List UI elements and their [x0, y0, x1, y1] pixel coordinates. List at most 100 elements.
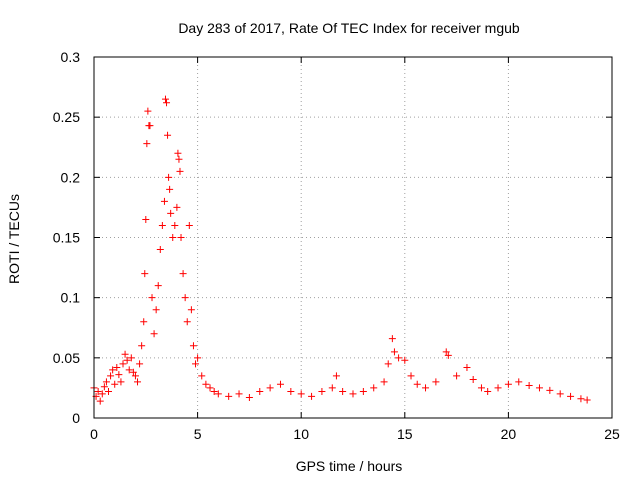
data-point	[390, 348, 398, 356]
data-point	[152, 306, 160, 314]
y-tick-label: 0.2	[61, 169, 81, 185]
data-point	[504, 380, 512, 388]
data-point	[142, 215, 150, 223]
data-point	[339, 388, 347, 396]
data-point	[494, 384, 502, 392]
data-point	[143, 140, 151, 148]
x-tick-label: 15	[397, 426, 413, 442]
data-point	[463, 363, 471, 371]
data-point	[515, 378, 523, 386]
data-point	[148, 294, 156, 302]
data-point	[115, 371, 123, 379]
data-point	[183, 318, 191, 326]
data-point	[102, 378, 110, 386]
data-point	[583, 396, 591, 404]
y-tick-label: 0.3	[61, 49, 81, 65]
data-point	[422, 384, 430, 392]
data-point	[169, 234, 177, 241]
chart-title: Day 283 of 2017, Rate Of TEC Index for r…	[178, 20, 520, 36]
data-point	[129, 368, 137, 376]
plot-frame	[93, 56, 613, 419]
data-point	[332, 372, 340, 380]
data-point	[177, 234, 185, 241]
data-point	[206, 384, 214, 392]
data-point	[413, 380, 421, 388]
data-point	[131, 372, 139, 380]
data-point	[407, 372, 415, 380]
data-point	[359, 388, 367, 396]
data-point	[109, 366, 117, 374]
data-point	[161, 95, 169, 103]
data-point	[163, 99, 171, 107]
data-point	[174, 149, 182, 157]
x-tick-label: 25	[604, 426, 620, 442]
x-tick-label: 5	[194, 426, 202, 442]
data-point	[210, 388, 218, 396]
data-point	[141, 270, 149, 278]
data-point	[318, 388, 326, 396]
data-point	[166, 185, 174, 193]
x-tick-label: 20	[501, 426, 517, 442]
data-point	[395, 354, 403, 362]
data-point	[453, 372, 461, 380]
data-point	[121, 350, 129, 358]
data-point	[535, 384, 543, 392]
data-point	[276, 380, 284, 388]
data-point	[140, 318, 148, 326]
data-point	[111, 380, 119, 388]
data-point	[113, 363, 121, 371]
data-point	[107, 372, 115, 380]
data-point	[164, 131, 172, 139]
x-tick-label: 0	[90, 426, 98, 442]
data-point	[245, 394, 253, 402]
y-tick-label: 0.25	[53, 109, 80, 125]
data-point	[370, 384, 378, 392]
data-point	[136, 360, 144, 368]
x-tick-label: 10	[293, 426, 309, 442]
data-point	[160, 197, 168, 205]
data-point	[349, 390, 357, 398]
y-tick-label: 0.15	[53, 230, 80, 246]
data-point	[138, 342, 146, 350]
data-point	[100, 383, 108, 391]
data-point	[328, 384, 336, 392]
data-point	[577, 395, 585, 403]
data-point	[154, 282, 162, 290]
tick-labels: 0 5 10 15 20 25 0 0.05 0.1 0.15 0.2 0.25 0.3	[53, 49, 620, 442]
data-point	[546, 386, 554, 394]
data-point	[173, 203, 181, 211]
data-point	[165, 173, 173, 181]
data-point	[198, 372, 206, 380]
y-tick-label: 0	[72, 410, 80, 426]
data-point	[156, 246, 164, 254]
data-point	[556, 390, 564, 398]
data-point	[214, 390, 222, 398]
data-point	[146, 122, 154, 130]
data-point	[287, 388, 295, 396]
data-point	[171, 221, 179, 229]
data-point	[469, 375, 477, 383]
data-point	[105, 388, 113, 396]
data-point	[96, 397, 104, 405]
data-point	[94, 388, 102, 396]
x-axis-label: GPS time / hours	[296, 458, 403, 474]
data-point	[256, 388, 264, 396]
data-point	[266, 384, 274, 392]
data-point	[484, 388, 492, 396]
data-point	[380, 378, 388, 386]
data-point	[125, 366, 133, 374]
data-point	[194, 354, 202, 362]
data-point	[123, 356, 131, 364]
y-axis-label: ROTI / TECUs	[6, 194, 22, 284]
data-point	[525, 382, 533, 390]
data-point	[297, 390, 305, 398]
data-point	[567, 392, 575, 400]
data-point	[176, 167, 184, 175]
data-point	[117, 378, 125, 386]
data-point	[150, 330, 158, 338]
data-point	[432, 378, 440, 386]
data-point	[189, 342, 197, 350]
data-point	[187, 306, 195, 314]
data-point	[477, 384, 485, 392]
